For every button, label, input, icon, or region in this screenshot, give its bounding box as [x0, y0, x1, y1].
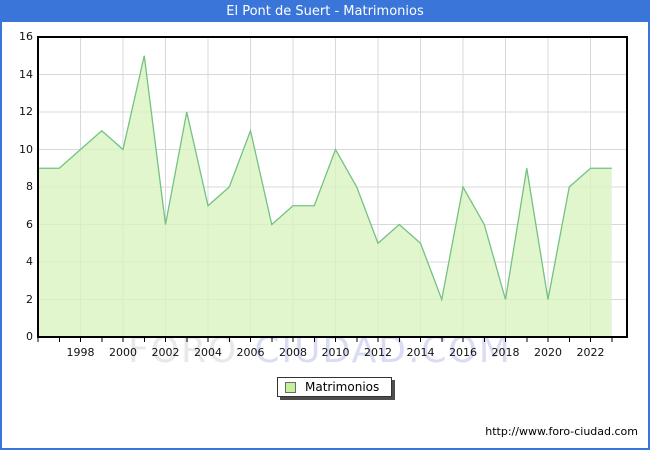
legend-swatch-icon: [285, 381, 296, 393]
x-axis-label: 2012: [364, 346, 392, 359]
series-line: [38, 55, 612, 302]
x-axis-label: 1998: [66, 346, 95, 359]
watermark: FORO CIUDAD.COM: [128, 333, 512, 369]
plot-border: [37, 36, 628, 338]
x-axis-label: 2006: [236, 346, 265, 359]
x-axis-label: 2014: [406, 346, 435, 359]
watermark-text-left: FORO: [128, 330, 239, 371]
y-axis-label: 6: [26, 217, 33, 231]
y-axis-label: 16: [19, 30, 33, 43]
legend: Matrimonios: [277, 377, 393, 397]
x-axis-label: 2020: [534, 346, 562, 359]
y-axis-label: 2: [26, 292, 33, 306]
watermark-text-right: CIUDAD.COM: [254, 330, 512, 371]
x-axis-label: 2000: [109, 346, 137, 359]
x-axis-label: 2010: [321, 346, 350, 359]
x-axis-label: 2002: [151, 346, 180, 359]
y-axis-label: 12: [19, 105, 33, 118]
x-axis-label: 2022: [576, 346, 605, 359]
x-axis-label: 2018: [491, 346, 520, 359]
x-axis-label: 2016: [449, 346, 477, 359]
y-axis-label: 8: [26, 180, 33, 193]
y-axis-label: 10: [19, 142, 33, 156]
y-axis-label: 0: [26, 330, 33, 343]
chart-title: El Pont de Suert - Matrimonios: [2, 2, 648, 22]
y-axis-label: 4: [26, 255, 33, 268]
y-axis-label: 14: [19, 67, 33, 81]
legend-label: Matrimonios: [305, 380, 380, 394]
footer-url: http://www.foro-ciudad.com: [485, 425, 638, 438]
x-axis-label: 2008: [279, 346, 307, 359]
x-axis-label: 2004: [194, 346, 222, 359]
series-area-fill: [38, 55, 612, 337]
